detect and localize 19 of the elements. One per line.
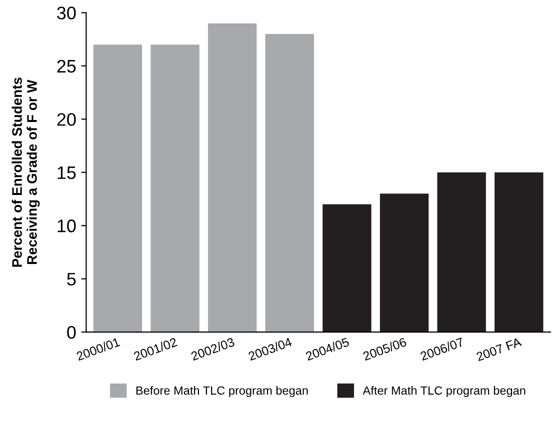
y-tick-label: 25 [57,60,76,73]
bar [150,44,200,332]
x-tick-label: 2007 FA [476,337,522,362]
y-tick-label: 5 [67,272,76,286]
y-tick-label: 30 [57,6,76,20]
y-tick-label: 0 [67,326,76,339]
bar [322,204,372,332]
y-tick-label: 15 [58,166,76,180]
legend-label: Before Math TLC program began [136,386,308,398]
y-tick-label: 20 [57,113,76,126]
legend-label: After Math TLC program began [362,386,526,398]
bar [494,172,544,332]
bar [265,34,314,332]
y-axis-title: Percent of Enrolled Students Receiving a Grade of F or W [12,78,40,267]
bar [380,194,429,332]
y-tick-label: 10 [58,220,76,232]
bar [437,172,486,332]
bar [208,23,257,332]
bar [93,44,142,332]
